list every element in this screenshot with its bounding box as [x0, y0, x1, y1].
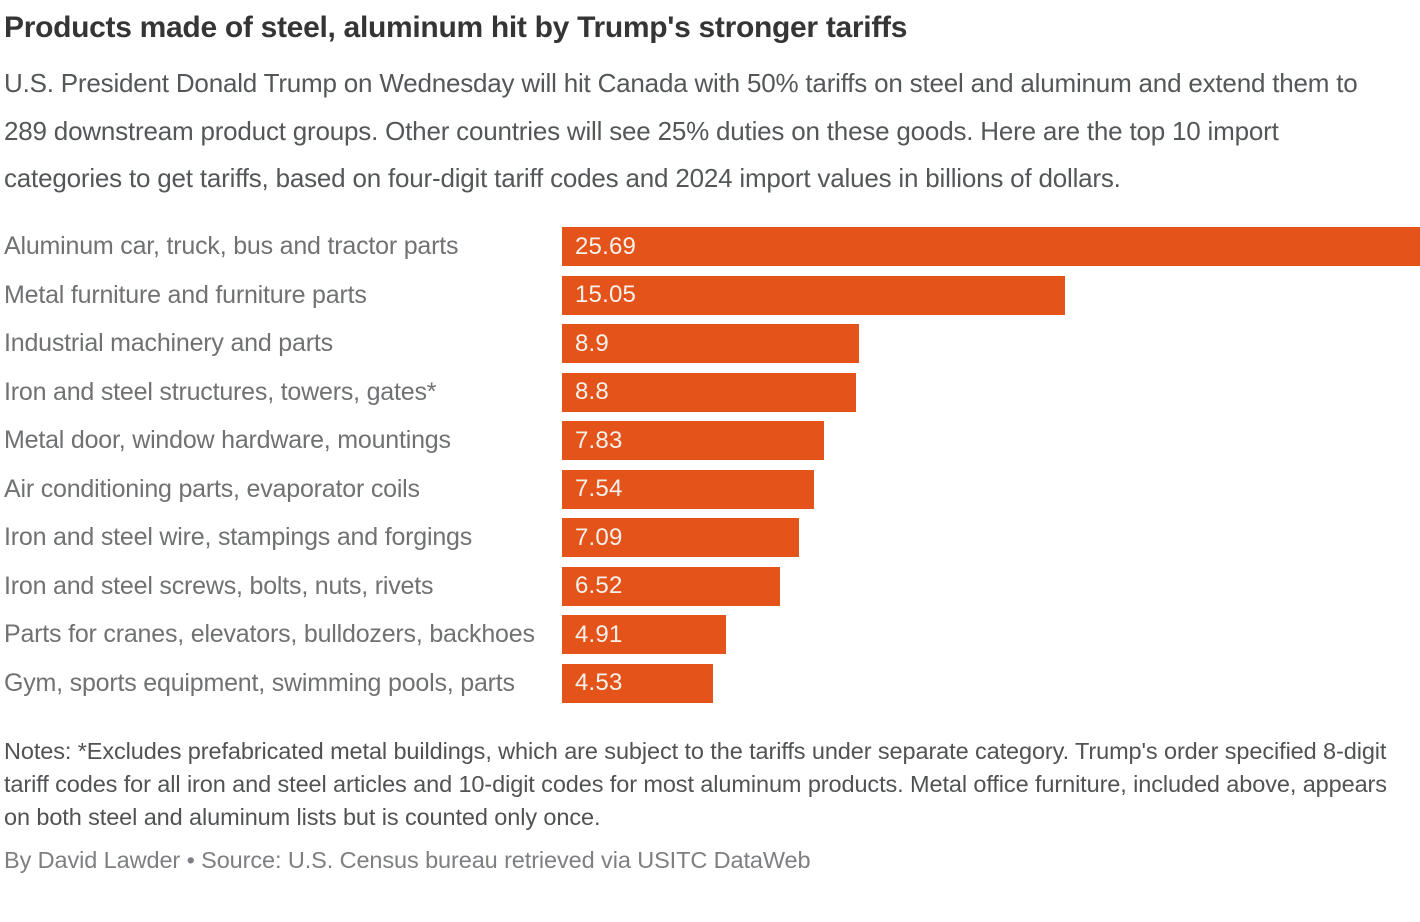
bar: 4.91: [562, 615, 726, 655]
bar-track: 7.54: [562, 469, 1420, 509]
bar: 8.8: [562, 372, 856, 412]
bar-track: 7.09: [562, 518, 1420, 558]
bar-row: Industrial machinery and parts 8.9: [0, 320, 1420, 369]
bar-category-label: Parts for cranes, elevators, bulldozers,…: [4, 620, 535, 649]
chart-subtitle: U.S. President Donald Trump on Wednesday…: [4, 68, 1358, 193]
bar-category-label: Metal furniture and furniture parts: [4, 280, 367, 309]
bar-category-label: Air conditioning parts, evaporator coils: [4, 474, 420, 503]
bar-track: 8.9: [562, 324, 1420, 364]
bar-value-label: 7.83: [575, 426, 623, 454]
bar-row: Iron and steel wire, stampings and forgi…: [0, 514, 1420, 563]
bar-row: Parts for cranes, elevators, bulldozers,…: [0, 611, 1420, 660]
bar-category-label: Iron and steel wire, stampings and forgi…: [4, 523, 473, 552]
bar-category-label: Iron and steel structures, towers, gates…: [4, 377, 437, 406]
bar: 7.83: [562, 421, 824, 461]
bar-track: 7.83: [562, 421, 1420, 461]
page-title: Products made of steel, aluminum hit by …: [4, 11, 908, 44]
bar-category-label: Gym, sports equipment, swimming pools, p…: [4, 668, 515, 697]
bar-value-label: 6.52: [575, 572, 623, 600]
bar-value-label: 8.8: [575, 378, 609, 406]
bar-track: 6.52: [562, 566, 1420, 606]
bar-track: 8.8: [562, 372, 1420, 412]
bar-row: Metal door, window hardware, mountings 7.…: [0, 417, 1420, 466]
bar-row: Air conditioning parts, evaporator coils…: [0, 465, 1420, 514]
bar-value-label: 7.54: [575, 475, 623, 503]
bar: 4.53: [562, 663, 714, 703]
bar: 25.69: [562, 227, 1420, 267]
bar-track: 4.91: [562, 615, 1420, 655]
bar-value-label: 15.05: [575, 281, 637, 309]
bar: 15.05: [562, 275, 1065, 315]
bar-value-label: 7.09: [575, 523, 623, 551]
bar-track: 4.53: [562, 663, 1420, 703]
bar-category-label: Industrial machinery and parts: [4, 329, 333, 358]
bar-value-label: 8.9: [575, 329, 609, 357]
bar-category-label: Metal door, window hardware, mountings: [4, 426, 451, 455]
bar-row: Iron and steel screws, bolts, nuts, rive…: [0, 562, 1420, 611]
bar: 8.9: [562, 324, 860, 364]
bar-category-label: Aluminum car, truck, bus and tractor par…: [4, 232, 459, 261]
bar-value-label: 4.91: [575, 620, 623, 648]
chart-notes: Notes: *Excludes prefabricated metal bui…: [4, 737, 1387, 830]
bar-track: 25.69: [562, 227, 1420, 267]
bar-value-label: 4.53: [575, 669, 623, 697]
bar-chart: Aluminum car, truck, bus and tractor par…: [0, 223, 1420, 708]
bar: 7.09: [562, 518, 799, 558]
bar: 7.54: [562, 469, 814, 509]
bar: 6.52: [562, 566, 780, 606]
bar-row: Iron and steel structures, towers, gates…: [0, 368, 1420, 417]
bar-row: Gym, sports equipment, swimming pools, p…: [0, 659, 1420, 708]
bar-row: Aluminum car, truck, bus and tractor par…: [0, 223, 1420, 272]
bar-row: Metal furniture and furniture parts 15.05: [0, 271, 1420, 320]
bar-track: 15.05: [562, 275, 1420, 315]
bar-category-label: Iron and steel screws, bolts, nuts, rive…: [4, 571, 434, 600]
byline-source: By David Lawder • Source: U.S. Census bu…: [4, 846, 811, 873]
bar-value-label: 25.69: [575, 232, 637, 260]
